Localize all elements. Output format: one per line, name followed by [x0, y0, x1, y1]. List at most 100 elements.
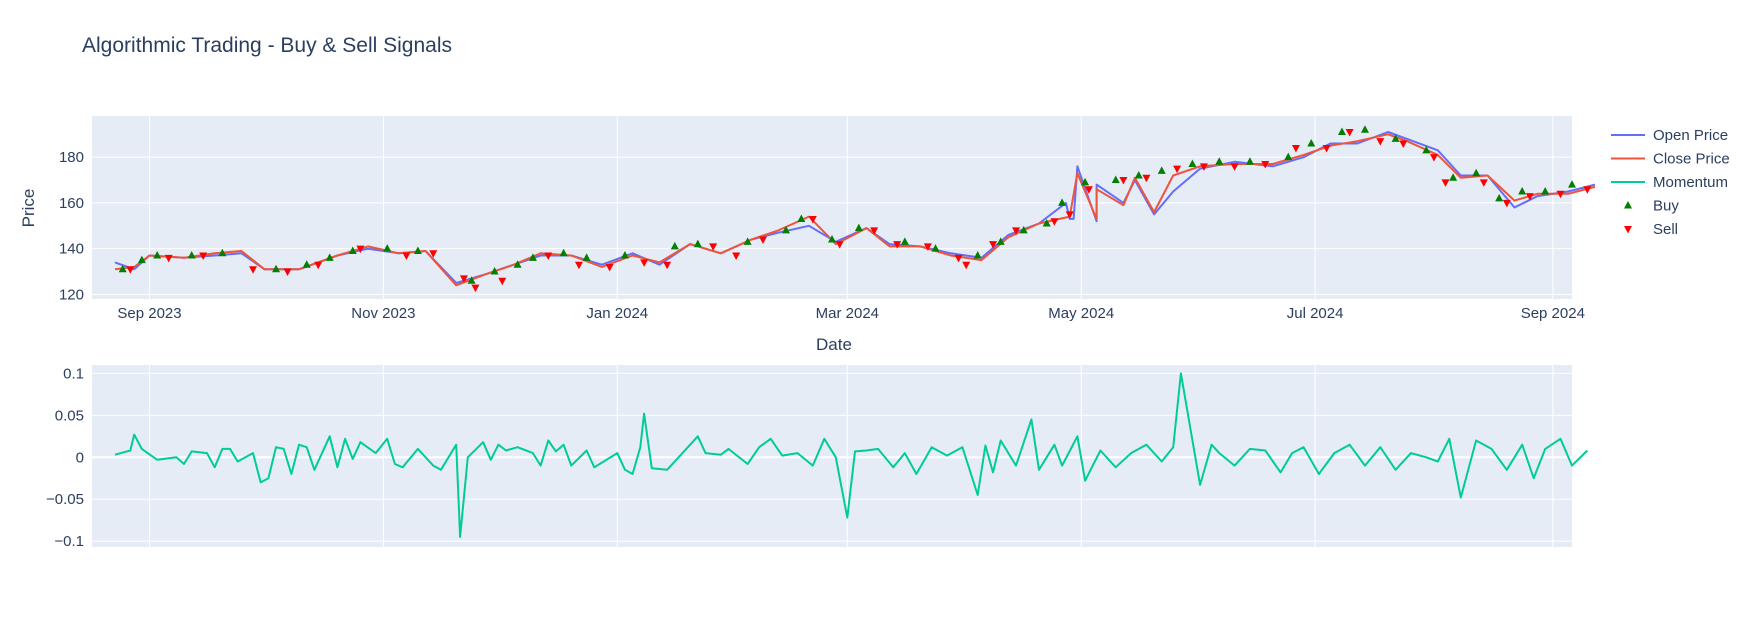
buy-marker-15	[559, 248, 568, 257]
momentum-y-tick-label-1: 0.05	[55, 407, 84, 424]
momentum-y-tick-label-0: 0.1	[63, 365, 84, 382]
sell-marker-20	[808, 215, 817, 224]
sell-marker-47	[1525, 193, 1534, 201]
sell-marker-33	[1142, 174, 1151, 183]
price-y-tick-label-0: 120	[59, 286, 84, 303]
price-series-layer	[114, 125, 1596, 293]
sell-marker-41	[1376, 138, 1385, 146]
sell-marker-35	[1199, 163, 1208, 171]
sell-marker-0	[126, 266, 135, 274]
x-tick-label-3: Mar 2024	[816, 305, 879, 322]
buy-marker-8	[348, 246, 357, 254]
sell-marker-30	[1065, 211, 1074, 219]
x-tick-label-2: Jan 2024	[586, 305, 648, 322]
buy-marker-12	[490, 267, 499, 275]
buy-marker-36	[1188, 159, 1197, 168]
sell-marker-9	[459, 275, 468, 283]
momentum-series-layer	[114, 372, 1589, 538]
sell-marker-1	[164, 254, 173, 263]
sell-marker-7	[402, 252, 411, 261]
sell-marker-49	[1583, 186, 1592, 194]
momentum-tick-labels: 0.1 0.05 0 −0.05 −0.1	[46, 365, 84, 550]
x-axis-title-date: Date	[816, 335, 852, 354]
sell-marker-28	[1012, 227, 1021, 235]
buy-marker-37	[1215, 157, 1224, 165]
sell-marker-13	[574, 261, 583, 270]
buy-marker-17	[620, 251, 629, 259]
sell-marker-19	[758, 236, 767, 245]
x-tick-label-0: Sep 2023	[117, 305, 181, 322]
momentum-y-tick-label-2: 0	[76, 449, 84, 466]
series-line-close-price	[114, 133, 1596, 287]
sell-marker-45	[1479, 179, 1488, 187]
momentum-y-tick-label-3: −0.05	[46, 491, 84, 508]
buy-marker-41	[1337, 127, 1346, 136]
buy-marker-29	[1019, 225, 1028, 234]
buy-marker-27	[973, 251, 982, 259]
legend-label-sell: Sell	[1653, 221, 1678, 238]
buy-marker-34	[1134, 170, 1143, 179]
buy-marker-9	[383, 244, 392, 252]
sell-marker-29	[1050, 218, 1059, 226]
buy-marker-4	[218, 248, 227, 257]
price-tick-labels: Sep 2023 Nov 2023 Jan 2024 Mar 2024 May 2024…	[59, 149, 1585, 322]
sell-marker-27	[989, 241, 998, 249]
buy-marker-3	[187, 251, 196, 259]
sell-marker-25	[954, 254, 963, 263]
momentum-y-tick-label-4: −0.1	[54, 533, 84, 550]
buy-marker-20	[743, 237, 752, 245]
buy-marker-5	[272, 264, 281, 273]
buy-marker-40	[1307, 138, 1316, 147]
buy-marker-25	[900, 237, 909, 245]
buy-marker-23	[828, 235, 836, 243]
sell-marker-43	[1429, 154, 1438, 162]
legend-label-close-price: Close Price	[1653, 151, 1730, 168]
legend-swatch-buy	[1624, 201, 1632, 209]
buy-marker-32	[1081, 177, 1090, 186]
buy-marker-39	[1284, 152, 1293, 161]
buy-marker-46	[1472, 168, 1481, 177]
price-y-tick-label-2: 160	[59, 195, 84, 212]
sell-marker-22	[870, 227, 879, 235]
price-y-tick-label-1: 140	[59, 241, 84, 258]
buy-marker-26	[931, 244, 940, 252]
series-line-momentum	[114, 372, 1589, 538]
buy-marker-35	[1157, 166, 1166, 174]
momentum-grid	[92, 365, 1572, 547]
sell-marker-3	[249, 266, 258, 274]
sell-marker-34	[1173, 165, 1182, 174]
sell-marker-48	[1556, 190, 1565, 199]
x-tick-label-5: Jul 2024	[1287, 305, 1344, 322]
buy-marker-21	[781, 225, 790, 234]
sell-marker-17	[709, 243, 718, 251]
sell-marker-11	[498, 277, 507, 286]
buy-marker-14	[528, 253, 537, 261]
legend-label-open-price: Open Price	[1653, 127, 1728, 144]
buy-marker-43	[1391, 134, 1400, 142]
buy-marker-33	[1111, 175, 1120, 184]
buy-marker-1	[137, 255, 146, 264]
sell-marker-5	[314, 261, 323, 270]
sell-marker-39	[1322, 145, 1331, 153]
buy-marker-44	[1422, 145, 1431, 154]
buy-marker-2	[153, 251, 162, 259]
buy-marker-24	[854, 223, 863, 232]
price-grid	[92, 116, 1572, 299]
buy-marker-19	[693, 239, 702, 248]
sell-marker-32	[1119, 177, 1128, 185]
sell-marker-37	[1261, 161, 1270, 169]
sell-marker-2	[199, 252, 208, 261]
x-tick-label-6: Sep 2024	[1521, 305, 1585, 322]
buy-marker-22	[797, 214, 806, 222]
buy-marker-28	[996, 237, 1005, 245]
buy-marker-45	[1449, 173, 1458, 181]
buy-marker-16	[582, 253, 591, 261]
sell-marker-15	[640, 259, 649, 267]
buy-marker-10	[413, 246, 422, 254]
sell-marker-31	[1084, 186, 1093, 194]
sell-marker-12	[544, 252, 553, 261]
sell-marker-6	[356, 245, 365, 254]
buy-marker-0	[118, 264, 127, 273]
sell-marker-40	[1345, 129, 1354, 137]
